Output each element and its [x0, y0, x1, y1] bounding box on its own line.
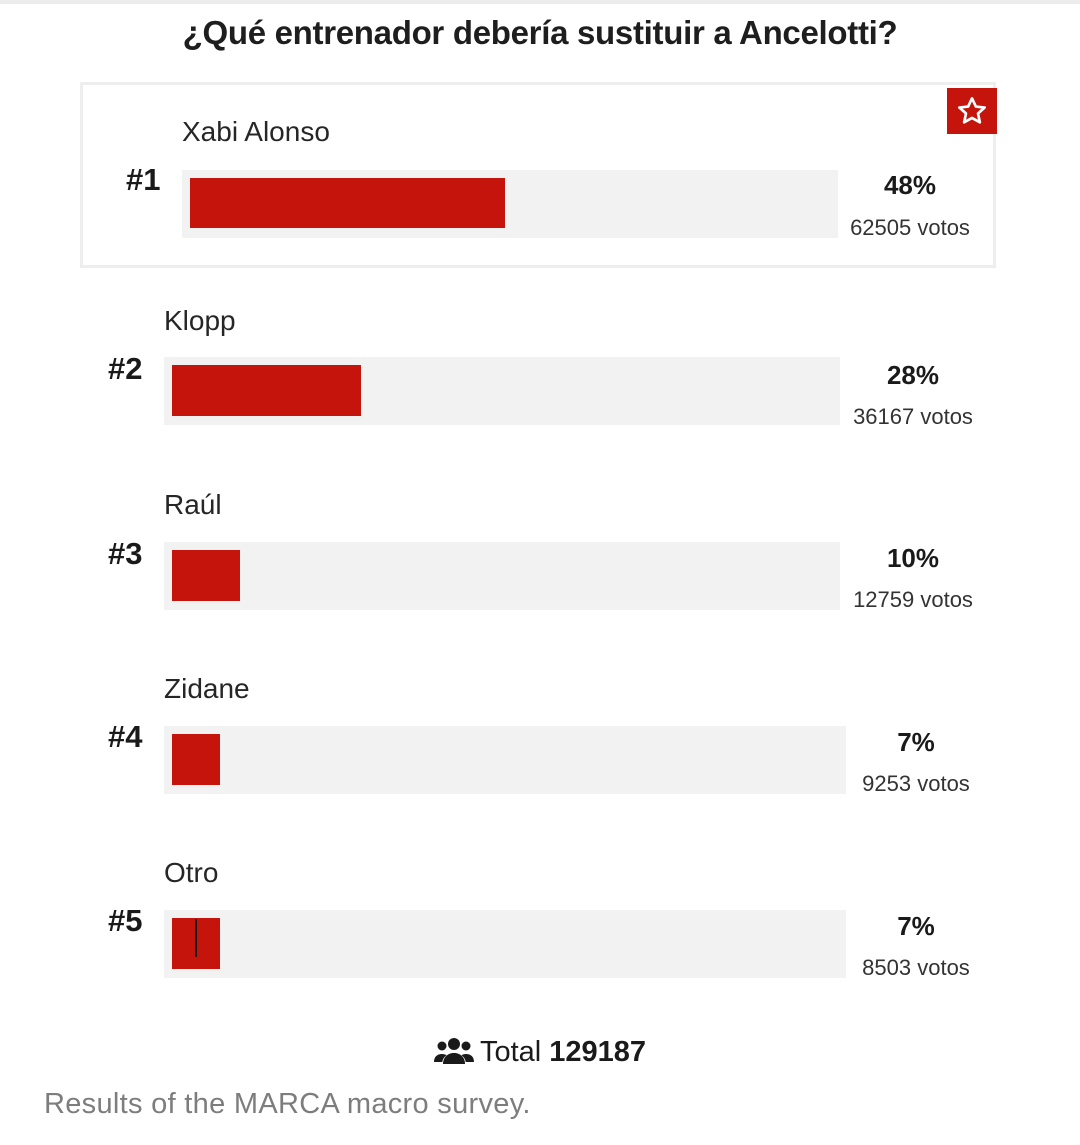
votes-label: 12759 votos	[853, 587, 973, 612]
bar-track	[164, 542, 840, 610]
percent-label: 48%	[883, 170, 937, 200]
image-caption: Results of the MARCA macro survey.	[44, 1088, 531, 1120]
text-cursor	[195, 919, 197, 957]
total-label: Total	[479, 1036, 542, 1068]
users-icon	[433, 1038, 474, 1064]
total-count: 129187	[549, 1036, 647, 1068]
bar-track	[164, 726, 846, 794]
bar-fill	[190, 178, 505, 228]
percent-label: 7%	[897, 911, 935, 941]
option-rank: #5	[108, 903, 143, 938]
total-votes: Total 129187	[0, 1036, 1080, 1069]
votes-label: 62505 votos	[850, 215, 970, 240]
option-rank: #4	[108, 719, 143, 754]
votes-label: 36167 votos	[853, 404, 973, 429]
bar-fill	[172, 365, 361, 416]
option-name: Klopp	[164, 305, 236, 336]
percent-label: 28%	[886, 360, 940, 390]
poll-option-4: Zidane #4 7% 9253 votos	[0, 659, 1080, 809]
top-divider	[0, 0, 1080, 4]
percent-label: 10%	[886, 543, 940, 573]
bar-track	[164, 910, 846, 978]
poll-option-3: Raúl #3 10% 12759 votos	[0, 475, 1080, 625]
votes-label: 8503 votos	[862, 955, 970, 980]
option-rank: #1	[126, 162, 161, 197]
poll-option-5: Otro #5 7% 8503 votos	[0, 843, 1080, 993]
bar-fill	[172, 734, 220, 785]
option-name: Xabi Alonso	[182, 116, 330, 147]
poll-option-1: Xabi Alonso #1 48% 62505 votos	[0, 82, 1080, 268]
poll-option-2: Klopp #2 28% 36167 votos	[0, 290, 1080, 440]
option-rank: #3	[108, 536, 143, 571]
bar-track	[164, 357, 840, 425]
bar-fill	[172, 550, 240, 601]
winner-badge	[947, 88, 997, 134]
percent-label: 7%	[897, 727, 935, 757]
star-icon	[958, 97, 986, 124]
votes-label: 9253 votos	[862, 771, 970, 796]
option-name: Otro	[164, 857, 219, 888]
option-name: Raúl	[164, 489, 222, 520]
poll-question: ¿Qué entrenador debería sustituir a Ance…	[182, 14, 898, 51]
bar-track	[182, 170, 838, 238]
option-name: Zidane	[164, 673, 250, 704]
option-rank: #2	[108, 351, 143, 386]
